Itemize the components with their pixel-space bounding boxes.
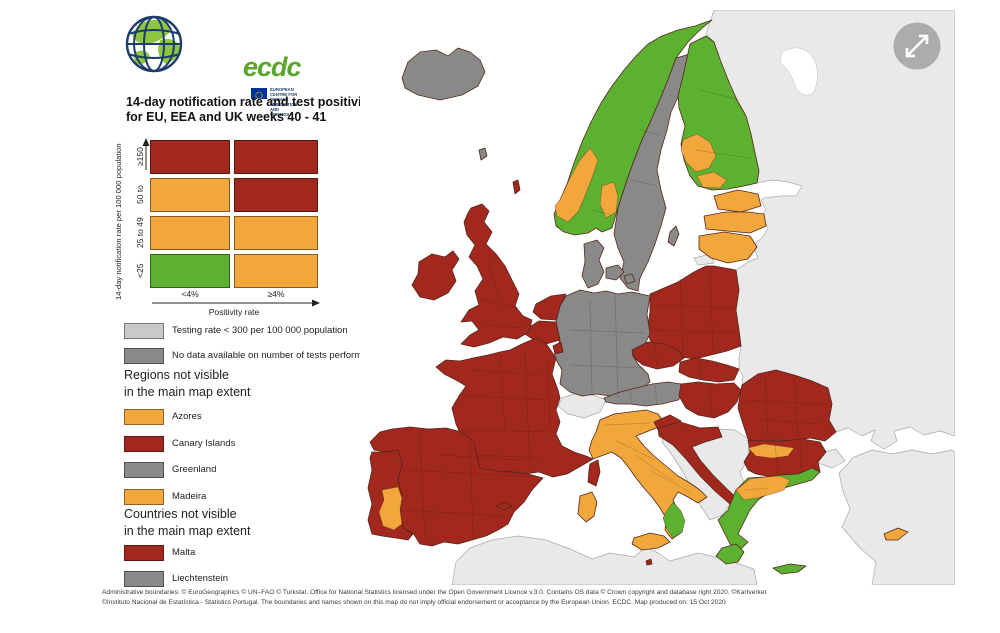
- nuts-boundaries: [399, 89, 831, 541]
- ecdc-org-name: EUROPEAN CENTRE FOR DISEASE PREVENTION A…: [270, 87, 298, 117]
- map-region-corsica: [587, 459, 601, 487]
- map-region-germany: [553, 289, 651, 397]
- legend-swatch-canary-islands: [124, 436, 164, 452]
- map-title-line1: 14-day notification rate and test positi…: [126, 95, 373, 109]
- map-region-czechia: [631, 341, 685, 370]
- matrix-row-label-2: 25 to 49: [135, 217, 145, 249]
- regions-heading-line1: Regions not visible: [124, 368, 229, 382]
- map-region-sardinia: [577, 491, 598, 523]
- map-region-faroe-islands: [478, 147, 488, 161]
- matrix-y-axis-label: 14-day notification rate per 100 000 pop…: [114, 143, 123, 301]
- map-region-finland-south-coast: [696, 171, 728, 189]
- map-attribution: Administrative boundaries: © EuroGeograp…: [102, 588, 864, 608]
- map-region-latvia: [703, 211, 767, 234]
- legend-label-malta: Malta: [172, 547, 196, 558]
- right-arrow-icon: [152, 299, 320, 307]
- up-arrow-icon: [142, 138, 150, 170]
- matrix-cell-r0c1: [234, 140, 318, 174]
- map-region-luxembourg: [552, 341, 564, 355]
- map-region-united-kingdom: [460, 203, 533, 348]
- legend-label-greenland: Greenland: [172, 464, 217, 475]
- map-region-croatia: [657, 421, 739, 506]
- legend-label-no-data: No data available on number of tests per…: [172, 350, 373, 361]
- legend-swatch-madeira: [124, 489, 164, 505]
- legend-swatch-no-data: [124, 348, 164, 364]
- legend-swatch-greenland: [124, 462, 164, 478]
- map-region-peloponnese: [715, 543, 745, 565]
- expand-button[interactable]: [893, 22, 941, 70]
- attribution-line2: ©Instituto Nacional de Estatística - Sta…: [102, 599, 726, 606]
- map-region-turkey: [838, 449, 955, 585]
- attribution-line1: Administrative boundaries: © EuroGeograp…: [102, 589, 767, 596]
- legend-label-madeira: Madeira: [172, 491, 207, 502]
- matrix-cell-r1c0: [150, 178, 230, 212]
- expand-arrows-icon: [905, 34, 929, 58]
- ecdc-logo: ecdc EUROPEAN CENTRE FOR DISEASE PREVENT…: [118, 10, 302, 117]
- matrix-cell-r1c1: [234, 178, 318, 212]
- legend-swatch-liechtenstein: [124, 571, 164, 587]
- map-region-finland-southwest: [680, 133, 717, 173]
- legend-label-low-testing: Testing rate < 300 per 100 000 populatio…: [172, 325, 348, 336]
- europe-choropleth-map: [360, 10, 955, 585]
- map-region-greece-north: [735, 475, 791, 501]
- matrix-cell-r2c0: [150, 216, 230, 250]
- map-region-malta: [645, 558, 653, 566]
- matrix-cell-r0c0: [150, 140, 230, 174]
- map-region-denmark: [581, 239, 605, 289]
- map-region-norway-oslo: [599, 181, 619, 219]
- map-title-line2: for EU, EEA and UK weeks 40 - 41: [126, 110, 327, 124]
- map-region-netherlands: [532, 293, 567, 321]
- map-title: 14-day notification rate and test positi…: [126, 95, 373, 125]
- map-region-belgium: [521, 320, 561, 345]
- matrix-cell-r3c0: [150, 254, 230, 288]
- map-region-balearic-islands: [495, 501, 513, 511]
- map-region-calabria: [662, 501, 686, 539]
- map-region-sweden: [613, 53, 691, 292]
- map-region-gotland: [667, 225, 680, 247]
- map-region-estonia: [713, 189, 762, 213]
- map-region-norway-west-coast: [554, 147, 599, 223]
- map-region-crete: [772, 563, 807, 575]
- legend-label-canary-islands: Canary Islands: [172, 438, 236, 449]
- matrix-row-label-3: <25: [135, 263, 145, 279]
- ecdc-wordmark: ecdc: [243, 52, 302, 82]
- map-region-cyprus: [883, 527, 909, 541]
- map-region-denmark-islands: [605, 264, 636, 285]
- matrix-cell-r2c1: [234, 216, 318, 250]
- map-region-alentejo: [378, 486, 403, 531]
- matrix-x-axis-label: Positivity rate: [208, 307, 260, 317]
- map-region-ireland: [411, 250, 460, 301]
- matrix-col-label-1: ≥4%: [267, 289, 285, 299]
- legend-swatch-azores: [124, 409, 164, 425]
- map-region-romania: [737, 369, 837, 444]
- countries-heading-line1: Countries not visible: [124, 507, 237, 521]
- matrix-row-label-0: ≥150: [135, 147, 145, 167]
- matrix-col-label-0: <4%: [181, 289, 199, 299]
- map-region-slovakia: [678, 357, 740, 383]
- legend-swatch-malta: [124, 545, 164, 561]
- eu-flag-icon: [251, 88, 267, 100]
- map-region-sicily: [631, 532, 671, 551]
- map-region-lithuania: [698, 231, 758, 264]
- map-region-bulgaria-central: [747, 443, 795, 459]
- legend-label-azores: Azores: [172, 411, 202, 422]
- ecdc-globe-icon: [125, 15, 183, 73]
- legend-label-liechtenstein: Liechtenstein: [172, 573, 228, 584]
- map-region-hungary: [678, 381, 742, 419]
- countries-heading-line2: in the main map extent: [124, 524, 251, 538]
- legend-swatch-low-testing: [124, 323, 164, 339]
- matrix-cell-r3c1: [234, 254, 318, 288]
- regions-heading-line2: in the main map extent: [124, 385, 251, 399]
- white-sea: [779, 47, 818, 96]
- map-region-shetland: [512, 179, 521, 195]
- map-region-iceland: [401, 47, 486, 101]
- matrix-row-label-1: 50 to 149: [135, 185, 159, 205]
